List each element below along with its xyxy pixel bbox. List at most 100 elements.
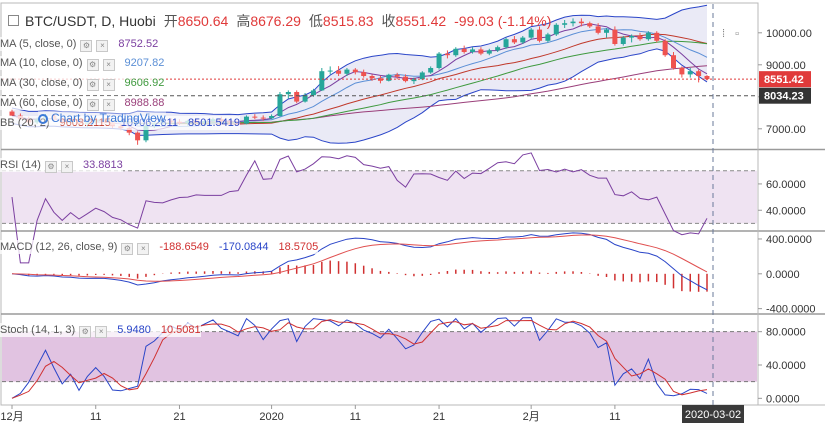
candle-body [269,116,275,119]
close-icon[interactable]: × [102,59,115,71]
settings-icon[interactable]: ⚙ [86,99,99,111]
legend-bb[interactable]: BB (20, 2) 9603.2115 10706.2811 8501.5419 [0,116,241,130]
legend-macd[interactable]: MACD (12, 26, close, 9) ⚙ × -188.6549 -170.0… [0,240,319,255]
legend-stoch-k: 5.9480 [117,324,151,336]
candle-body [135,132,141,141]
time-tick-label-3: 2020 [259,411,283,423]
crosshair-date-tag [682,405,744,423]
close-icon[interactable]: × [102,79,115,91]
candle-body [570,21,576,24]
candle-body [595,26,601,33]
macd-tick-label-1: 0.0000 [766,269,800,281]
legend-stoch[interactable]: Stoch (14, 1, 3) ⚙ × 5.9480 10.5081 [0,323,201,338]
stoch-band [2,331,757,382]
candle-body [344,69,350,74]
high-label: 高 [236,13,251,29]
legend-ma5-name: MA (5, close, 0) [0,38,77,50]
candle-body [461,48,467,52]
close-icon[interactable]: × [137,243,150,255]
candle-body [662,40,668,56]
close-icon[interactable]: × [96,40,109,52]
candle-body [126,128,132,133]
candle-body [511,39,517,43]
settings-icon[interactable]: ⚙ [80,40,93,52]
legend-ma60-value: 8988.88 [124,97,165,109]
close-icon[interactable]: × [60,161,73,173]
candle-body [352,69,358,73]
candle-body [369,76,375,79]
time-tick-label-7: 11 [609,411,620,423]
time-tick-label-1: 11 [90,411,101,423]
price-level-tag [759,87,811,104]
candle-body [436,53,442,68]
low-label: 低 [308,13,323,29]
legend-ma10-value: 9207.82 [124,57,165,69]
settings-icon[interactable]: ⚙ [79,326,92,338]
candle-body [528,29,534,38]
candle-body [696,71,702,76]
close-value: 8551.42 [395,13,447,29]
legend-ma5-value: 8752.52 [118,38,159,50]
candle-body [243,116,249,124]
candle-body [277,94,283,116]
settings-icon[interactable]: ⚙ [44,161,57,173]
candle-body [562,23,568,25]
symbol-header: BTC/USDT, D, Huobi 开8650.64 高8676.29 低8515.… [8,12,551,30]
stoch-tick-label-1: 40.0000 [766,360,806,372]
macd-tick-label-2: 400.0000 [766,234,812,246]
candle-body [587,23,593,27]
rsi-tick-label-1: 60.0000 [766,179,806,191]
pane-close-icon[interactable]: ▫ [735,28,739,40]
rsi-band [2,170,757,224]
candle-body [553,24,559,35]
candle-body [645,32,651,40]
legend-rsi-name: RSI (14) [0,159,41,171]
close-icon[interactable]: × [102,99,115,111]
settings-icon[interactable]: ⚙ [86,79,99,91]
candle-body [386,74,392,81]
candle-body [620,37,626,44]
candle-body [302,95,308,102]
candle-body [578,21,584,24]
candle-body [537,29,543,41]
close-icon[interactable]: × [95,326,108,338]
legend-ma10[interactable]: MA (10, close, 0) ⚙ × 9207.82 [0,56,165,71]
close-label: 收 [381,13,396,29]
time-tick-label-0: 12月 [0,411,23,423]
candle-body [9,111,15,116]
settings-icon[interactable]: ⚙ [121,243,134,255]
tradingview-logo-icon [38,114,48,124]
legend-rsi[interactable]: RSI (14) ⚙ × 33.8813 [0,158,123,173]
collapse-icon[interactable] [8,15,19,26]
legend-bb-upper: 10706.2811 [120,117,179,129]
tradingview-watermark[interactable]: Chart by TradingView [38,111,166,125]
legend-ma5[interactable]: MA (5, close, 0) ⚙ × 8752.52 [0,37,159,52]
candle-body [252,116,258,118]
pane-menu-icon[interactable]: ⁞ [722,28,726,40]
legend-bb-lower: 8501.5419 [188,117,241,129]
legend-macd-hist: 18.5705 [278,241,319,253]
legend-bb-name: BB (20, 2) [0,117,50,129]
candle-body [503,39,509,48]
time-tick-label-6: 2月 [523,411,540,423]
candle-body [486,50,492,54]
candle-body [336,70,342,74]
candle-body [403,76,409,82]
candle-body [319,71,325,91]
open-label: 开 [163,13,178,29]
legend-ma60[interactable]: MA (60, close, 0) ⚙ × 8988.88 [0,96,165,111]
bb-upper-line [11,4,708,116]
candle-body [545,34,551,41]
candle-body [679,68,685,75]
settings-icon[interactable]: ⚙ [86,59,99,71]
legend-stoch-d: 10.5081 [160,324,201,336]
change-value: -99.03 (-1.14%) [454,13,552,29]
time-tick-label-4: 11 [350,411,361,423]
legend-ma30[interactable]: MA (30, close, 0) ⚙ × 9606.92 [0,76,165,91]
price-tick-label-0: 7000.00 [766,124,806,136]
legend-macd-value: -188.6549 [159,241,209,253]
legend-macd-signal: -170.0844 [218,241,269,253]
candle-body [294,92,300,102]
